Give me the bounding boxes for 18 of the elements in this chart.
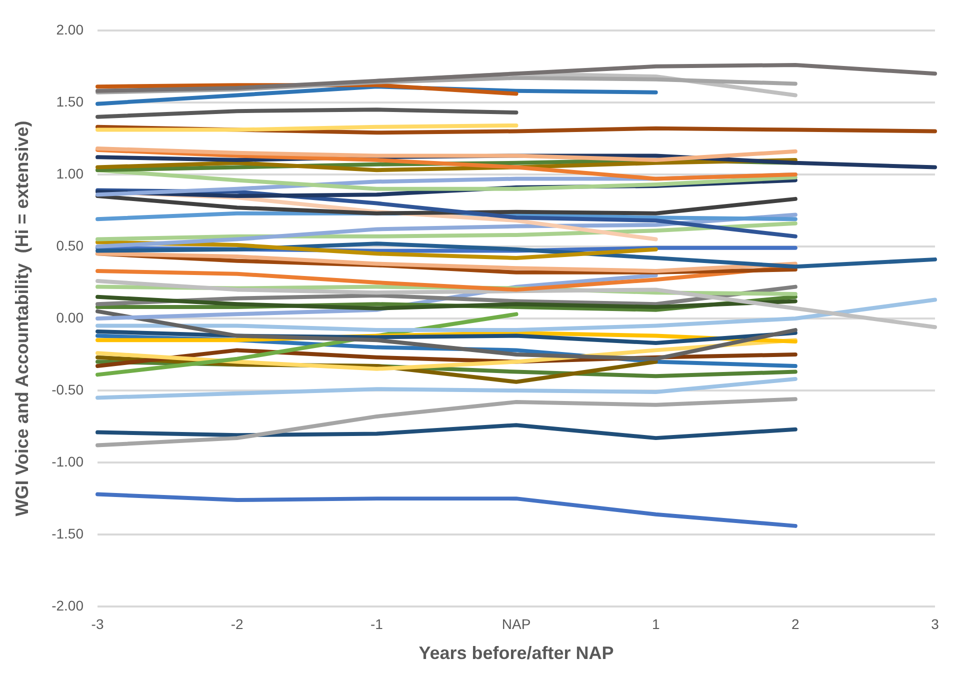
x-axis-title: Years before/after NAP [418, 643, 614, 664]
y-tick-label: 1.00 [56, 165, 84, 182]
y-axis-title: WGI Voice and Accountability (Hi = extensive) [12, 120, 32, 516]
x-tick-label: 1 [652, 616, 660, 632]
x-tick-label: -1 [370, 616, 384, 632]
y-tick-label: 0.50 [56, 237, 84, 254]
y-tick-label: -2.00 [52, 597, 84, 614]
x-tick-label: 2 [792, 616, 800, 632]
y-tick-label: 1.50 [56, 93, 84, 110]
x-tick-label: 3 [931, 616, 940, 632]
y-tick-label: 2.00 [56, 21, 84, 38]
y-tick-label: -1.00 [52, 453, 84, 470]
x-tick-label: -2 [230, 616, 244, 632]
y-tick-label: -0.50 [52, 381, 84, 398]
y-tick-label: 0.00 [56, 309, 84, 326]
x-tick-label: NAP [502, 616, 531, 632]
y-tick-label: -1.50 [52, 525, 84, 542]
x-tick-label: -3 [91, 616, 104, 632]
